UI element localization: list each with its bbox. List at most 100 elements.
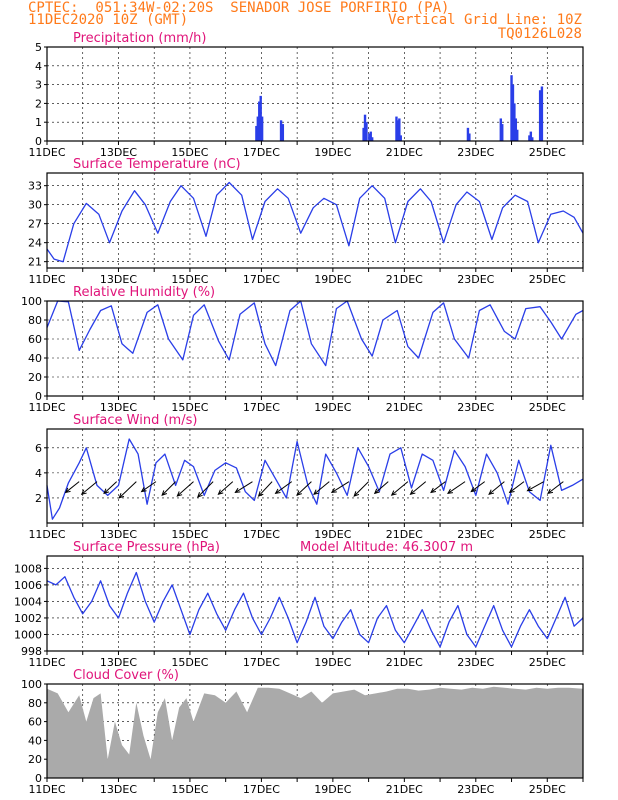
wind-vector-shaft (527, 481, 544, 492)
wind-vector (64, 481, 80, 494)
precip-frame (46, 46, 584, 142)
x-tick-label: 11DEC (28, 146, 65, 159)
y-tick-label: 100 (21, 295, 42, 308)
wind-vector (526, 481, 544, 492)
x-tick-label: 19DEC (314, 783, 351, 796)
wind-vector (373, 481, 389, 495)
wind-vector-shaft (81, 481, 98, 495)
wind-vector (488, 481, 505, 495)
wind-vector-shaft (141, 481, 157, 492)
precip-bar (256, 116, 260, 141)
wind-vector-shaft (391, 481, 409, 496)
x-tick-label: 21DEC (386, 273, 423, 286)
wind-vector-shaft (296, 481, 312, 496)
wind-vector-head (353, 491, 360, 497)
wind-vector-shaft (509, 481, 525, 493)
wind-vector-head (234, 487, 241, 494)
y-tick-label: 2 (35, 97, 42, 110)
wind-vector-head (547, 488, 554, 495)
precip-bar (511, 84, 515, 141)
temp-frame (46, 172, 584, 269)
x-tick-label: 25DEC (529, 528, 566, 541)
wind-vector (470, 481, 486, 493)
y-tick-label: 40 (28, 734, 42, 747)
wind-vector-head (197, 492, 203, 498)
precip-bar (279, 120, 283, 141)
wind-vector-shaft (118, 481, 137, 499)
x-tick-label: 19DEC (314, 146, 351, 159)
y-tick-label: 24 (28, 237, 42, 250)
pres-panel (44, 555, 584, 655)
precip-bar (368, 133, 371, 141)
wind-panel (44, 428, 584, 527)
wind-vector (234, 481, 253, 494)
y-tick-label: 33 (28, 180, 42, 193)
station-header: CPTEC: 051:34W-02:20S SENADOR JOSE PORFI… (28, 0, 450, 16)
y-tick-label: 2 (35, 492, 42, 505)
wind-vector-head (526, 486, 533, 492)
wind-vector-shaft (313, 481, 330, 495)
y-tick-label: 998 (21, 645, 42, 658)
wind-vector (118, 481, 137, 499)
y-tick-label: 20 (28, 753, 42, 766)
x-tick-label: 19DEC (314, 528, 351, 541)
wind-vector-shaft (275, 481, 293, 494)
x-tick-label: 11DEC (28, 273, 65, 286)
wind-vector (80, 481, 98, 495)
x-tick-label: 25DEC (529, 146, 566, 159)
wind-vector (547, 481, 564, 495)
wind-vector-head (64, 487, 71, 494)
x-tick-label: 15DEC (171, 783, 208, 796)
wind-vector-head (80, 489, 87, 495)
wind-vector-head (176, 491, 183, 497)
x-tick-label: 11DEC (28, 656, 65, 669)
wind-vector (330, 481, 350, 494)
wind-vector (197, 481, 214, 498)
wind-vector-head (140, 486, 147, 493)
x-tick-label: 17DEC (243, 783, 280, 796)
wind-vector-shaft (176, 481, 194, 497)
y-tick-label: 30 (28, 199, 42, 212)
x-tick-label: 23DEC (457, 783, 494, 796)
wind-vector-head (161, 490, 168, 496)
x-tick-label: 23DEC (457, 656, 494, 669)
wind-series-line (46, 438, 584, 520)
pres-frame (46, 555, 584, 652)
y-tick-label: 0 (35, 135, 42, 148)
x-tick-label: 21DEC (386, 656, 423, 669)
temp-series-line (46, 181, 584, 263)
x-tick-label: 23DEC (457, 528, 494, 541)
y-tick-label: 1002 (14, 612, 42, 625)
wind-vector (296, 481, 312, 496)
rh-title: Relative Humidity (%) (73, 285, 215, 300)
wind-frame (46, 428, 584, 524)
cloud-frame (46, 683, 584, 779)
precip-bar (258, 101, 261, 141)
y-tick-label: 100 (21, 678, 42, 691)
y-tick-label: 1004 (14, 595, 42, 608)
x-tick-label: 21DEC (386, 401, 423, 414)
y-tick-label: 4 (35, 60, 42, 73)
x-tick-label: 13DEC (100, 783, 137, 796)
wind-vector (176, 481, 194, 497)
precip-bar (370, 137, 374, 141)
precip-bar (531, 137, 534, 141)
wind-vector-shaft (161, 481, 176, 496)
y-tick-label: 60 (28, 333, 42, 346)
x-tick-label: 25DEC (529, 656, 566, 669)
x-tick-label: 13DEC (100, 401, 137, 414)
wind-vector-shaft (331, 481, 350, 493)
precip-bar (281, 124, 285, 141)
precip-panel (44, 46, 584, 145)
wind-vector-head (373, 488, 380, 495)
cloud-cover-area (47, 686, 583, 778)
y-tick-label: 40 (28, 352, 42, 365)
x-tick-label: 15DEC (171, 401, 208, 414)
wind-vector (313, 481, 330, 495)
wind-vector-shaft (218, 481, 234, 495)
wind-vector-shaft (470, 481, 486, 492)
wind-vector-head (313, 489, 319, 495)
wind-vector (217, 481, 234, 495)
x-tick-label: 17DEC (243, 528, 280, 541)
